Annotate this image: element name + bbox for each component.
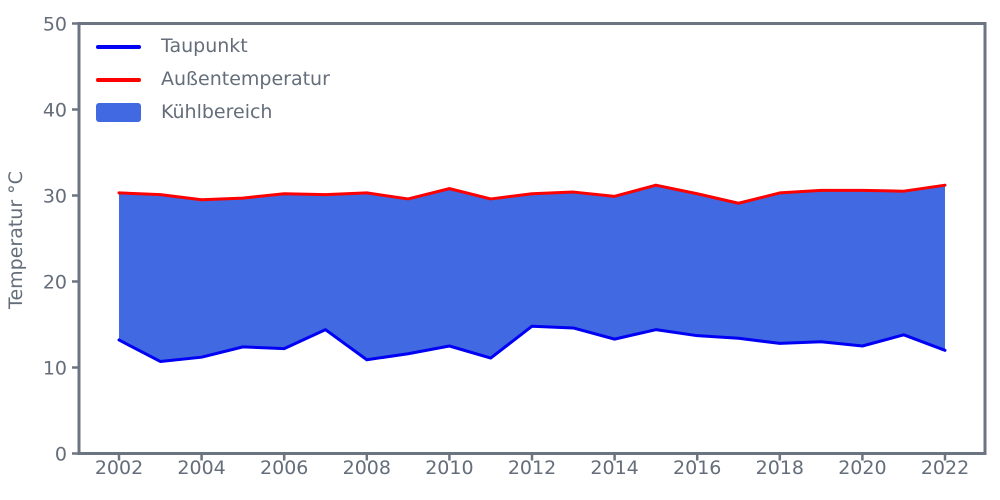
x-tick-label: 2008 — [343, 457, 391, 479]
x-tick-label: 2020 — [838, 457, 886, 479]
legend-item-aussentemperatur: Außentemperatur — [96, 63, 330, 96]
x-tick-label: 2004 — [177, 457, 225, 479]
legend-item-kuehlbereich: Kühlbereich — [96, 96, 330, 129]
x-tick-label: 2006 — [260, 457, 308, 479]
y-tick-label: 0 — [55, 444, 67, 466]
cooling-area — [119, 185, 945, 362]
taupunkt-line — [117, 324, 947, 363]
y-tick-label: 30 — [43, 186, 67, 208]
data-lines — [117, 183, 947, 363]
x-tick-label: 2016 — [673, 457, 721, 479]
y-tick-label: 10 — [43, 358, 67, 380]
x-tick-label: 2012 — [508, 457, 556, 479]
kuehlbereich-patch-swatch — [96, 103, 141, 122]
aussentemperatur-line — [117, 183, 947, 205]
x-tick-label: 2002 — [95, 457, 143, 479]
tick-labels: 2002 2004 2006 2008 2010 2012 2014 2016 2018 2020… — [43, 14, 969, 480]
taupunkt-line-swatch — [96, 44, 141, 49]
x-tick-label: 2014 — [590, 457, 638, 479]
legend-label-kuehlbereich: Kühlbereich — [161, 101, 273, 123]
legend-label-aussentemperatur: Außentemperatur — [161, 68, 330, 90]
legend-label-taupunkt: Taupunkt — [161, 35, 248, 57]
x-tick-label: 2010 — [425, 457, 473, 479]
legend-item-taupunkt: Taupunkt — [96, 30, 330, 63]
y-axis-label: Temperatur °C — [5, 171, 27, 310]
y-tick-label: 40 — [43, 100, 67, 122]
x-tick-label: 2022 — [921, 457, 969, 479]
legend: Taupunkt Außentemperatur Kühlbereich — [96, 30, 330, 129]
y-tick-label: 50 — [43, 14, 67, 36]
x-tick-label: 2018 — [756, 457, 804, 479]
aussentemperatur-line-swatch — [96, 77, 141, 82]
cooling-area-fill — [119, 185, 945, 362]
axis-ticks — [72, 22, 947, 461]
y-tick-label: 20 — [43, 272, 67, 294]
